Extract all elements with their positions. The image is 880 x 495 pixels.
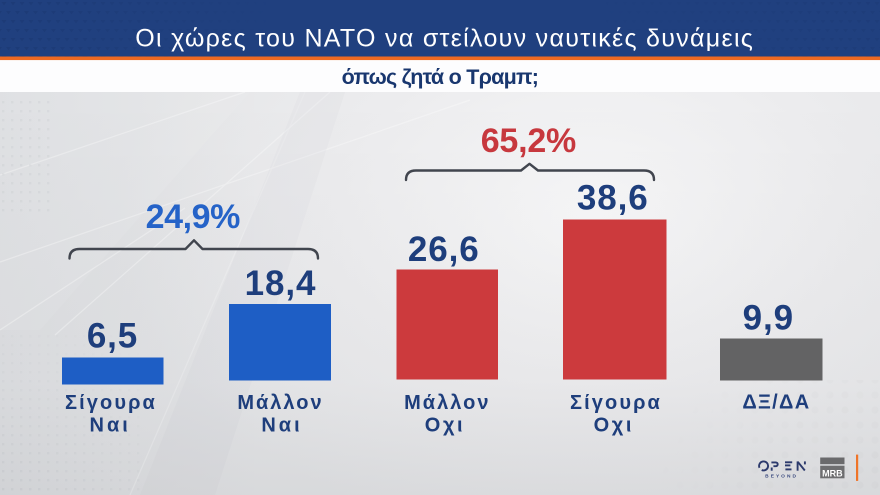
svg-text:όπως ζητά ο Τραμπ;: όπως ζητά ο Τραμπ; [342, 65, 538, 89]
svg-text:Σίγουρα: Σίγουρα [65, 392, 157, 414]
svg-text:Οι χώρες του ΝΑΤΟ να στείλουν: Οι χώρες του ΝΑΤΟ να στείλουν ναυτικές δ… [135, 24, 754, 52]
svg-text:Ναι: Ναι [90, 415, 131, 437]
svg-text:MRB: MRB [822, 468, 843, 478]
svg-text:BEYOND: BEYOND [765, 473, 798, 478]
svg-text:Σίγουρα: Σίγουρα [570, 392, 662, 414]
svg-text:Μάλλον: Μάλλον [404, 392, 490, 414]
svg-text:18,4: 18,4 [245, 264, 317, 303]
svg-text:9,9: 9,9 [743, 299, 794, 338]
svg-text:ΔΞ/ΔΑ: ΔΞ/ΔΑ [742, 392, 810, 414]
svg-text:38,6: 38,6 [577, 179, 649, 218]
svg-text:Οχι: Οχι [594, 415, 634, 437]
svg-text:65,2%: 65,2% [481, 122, 576, 160]
svg-text:24,9%: 24,9% [146, 198, 241, 236]
svg-text:Οχι: Οχι [425, 415, 465, 437]
svg-text:Ναι: Ναι [261, 415, 302, 437]
svg-text:26,6: 26,6 [408, 230, 480, 269]
svg-text:Μάλλον: Μάλλον [237, 392, 323, 414]
svg-text:6,5: 6,5 [87, 317, 138, 356]
